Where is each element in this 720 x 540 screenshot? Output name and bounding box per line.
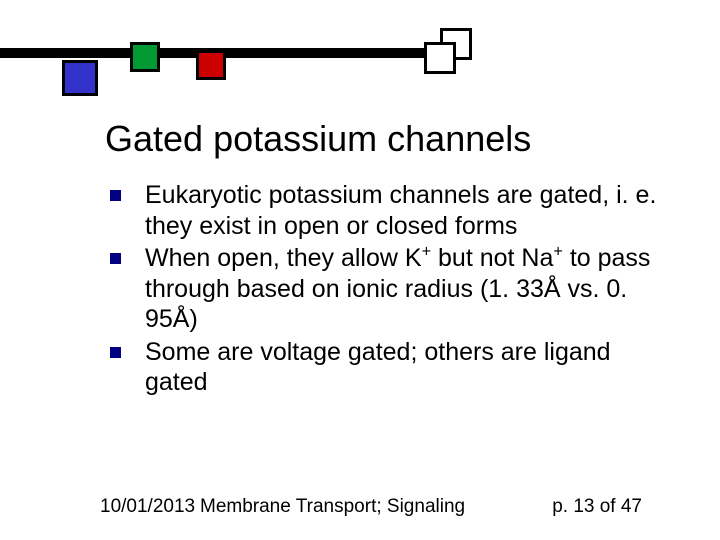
superscript: + [422,243,432,261]
superscript: + [553,243,563,261]
list-item: Eukaryotic potassium channels are gated,… [110,180,680,241]
bullet-icon [110,253,121,264]
decor-bar [0,48,470,58]
decor-square-white-front [424,42,456,74]
bullet-text: Some are voltage gated; others are ligan… [145,337,680,398]
list-item: Some are voltage gated; others are ligan… [110,337,680,398]
slide-title: Gated potassium channels [105,118,531,160]
footer-date: 10/01/2013 [100,496,195,518]
decor-square-blue [62,60,98,96]
slide-decoration [0,0,720,110]
bullet-text: Eukaryotic potassium channels are gated,… [145,180,680,241]
footer-subject: Membrane Transport; Signaling [200,496,465,518]
bullet-icon [110,347,121,358]
bullet-icon [110,190,121,201]
bullet-text: When open, they allow K+ but not Na+ to … [145,243,680,335]
decor-square-green [130,42,160,72]
list-item: When open, they allow K+ but not Na+ to … [110,243,680,335]
text-fragment: but not Na [431,244,553,272]
footer-page-number: p. 13 of 47 [552,496,642,518]
text-fragment: When open, they allow K [145,244,422,272]
bullet-list: Eukaryotic potassium channels are gated,… [110,180,680,400]
decor-square-red [196,50,226,80]
